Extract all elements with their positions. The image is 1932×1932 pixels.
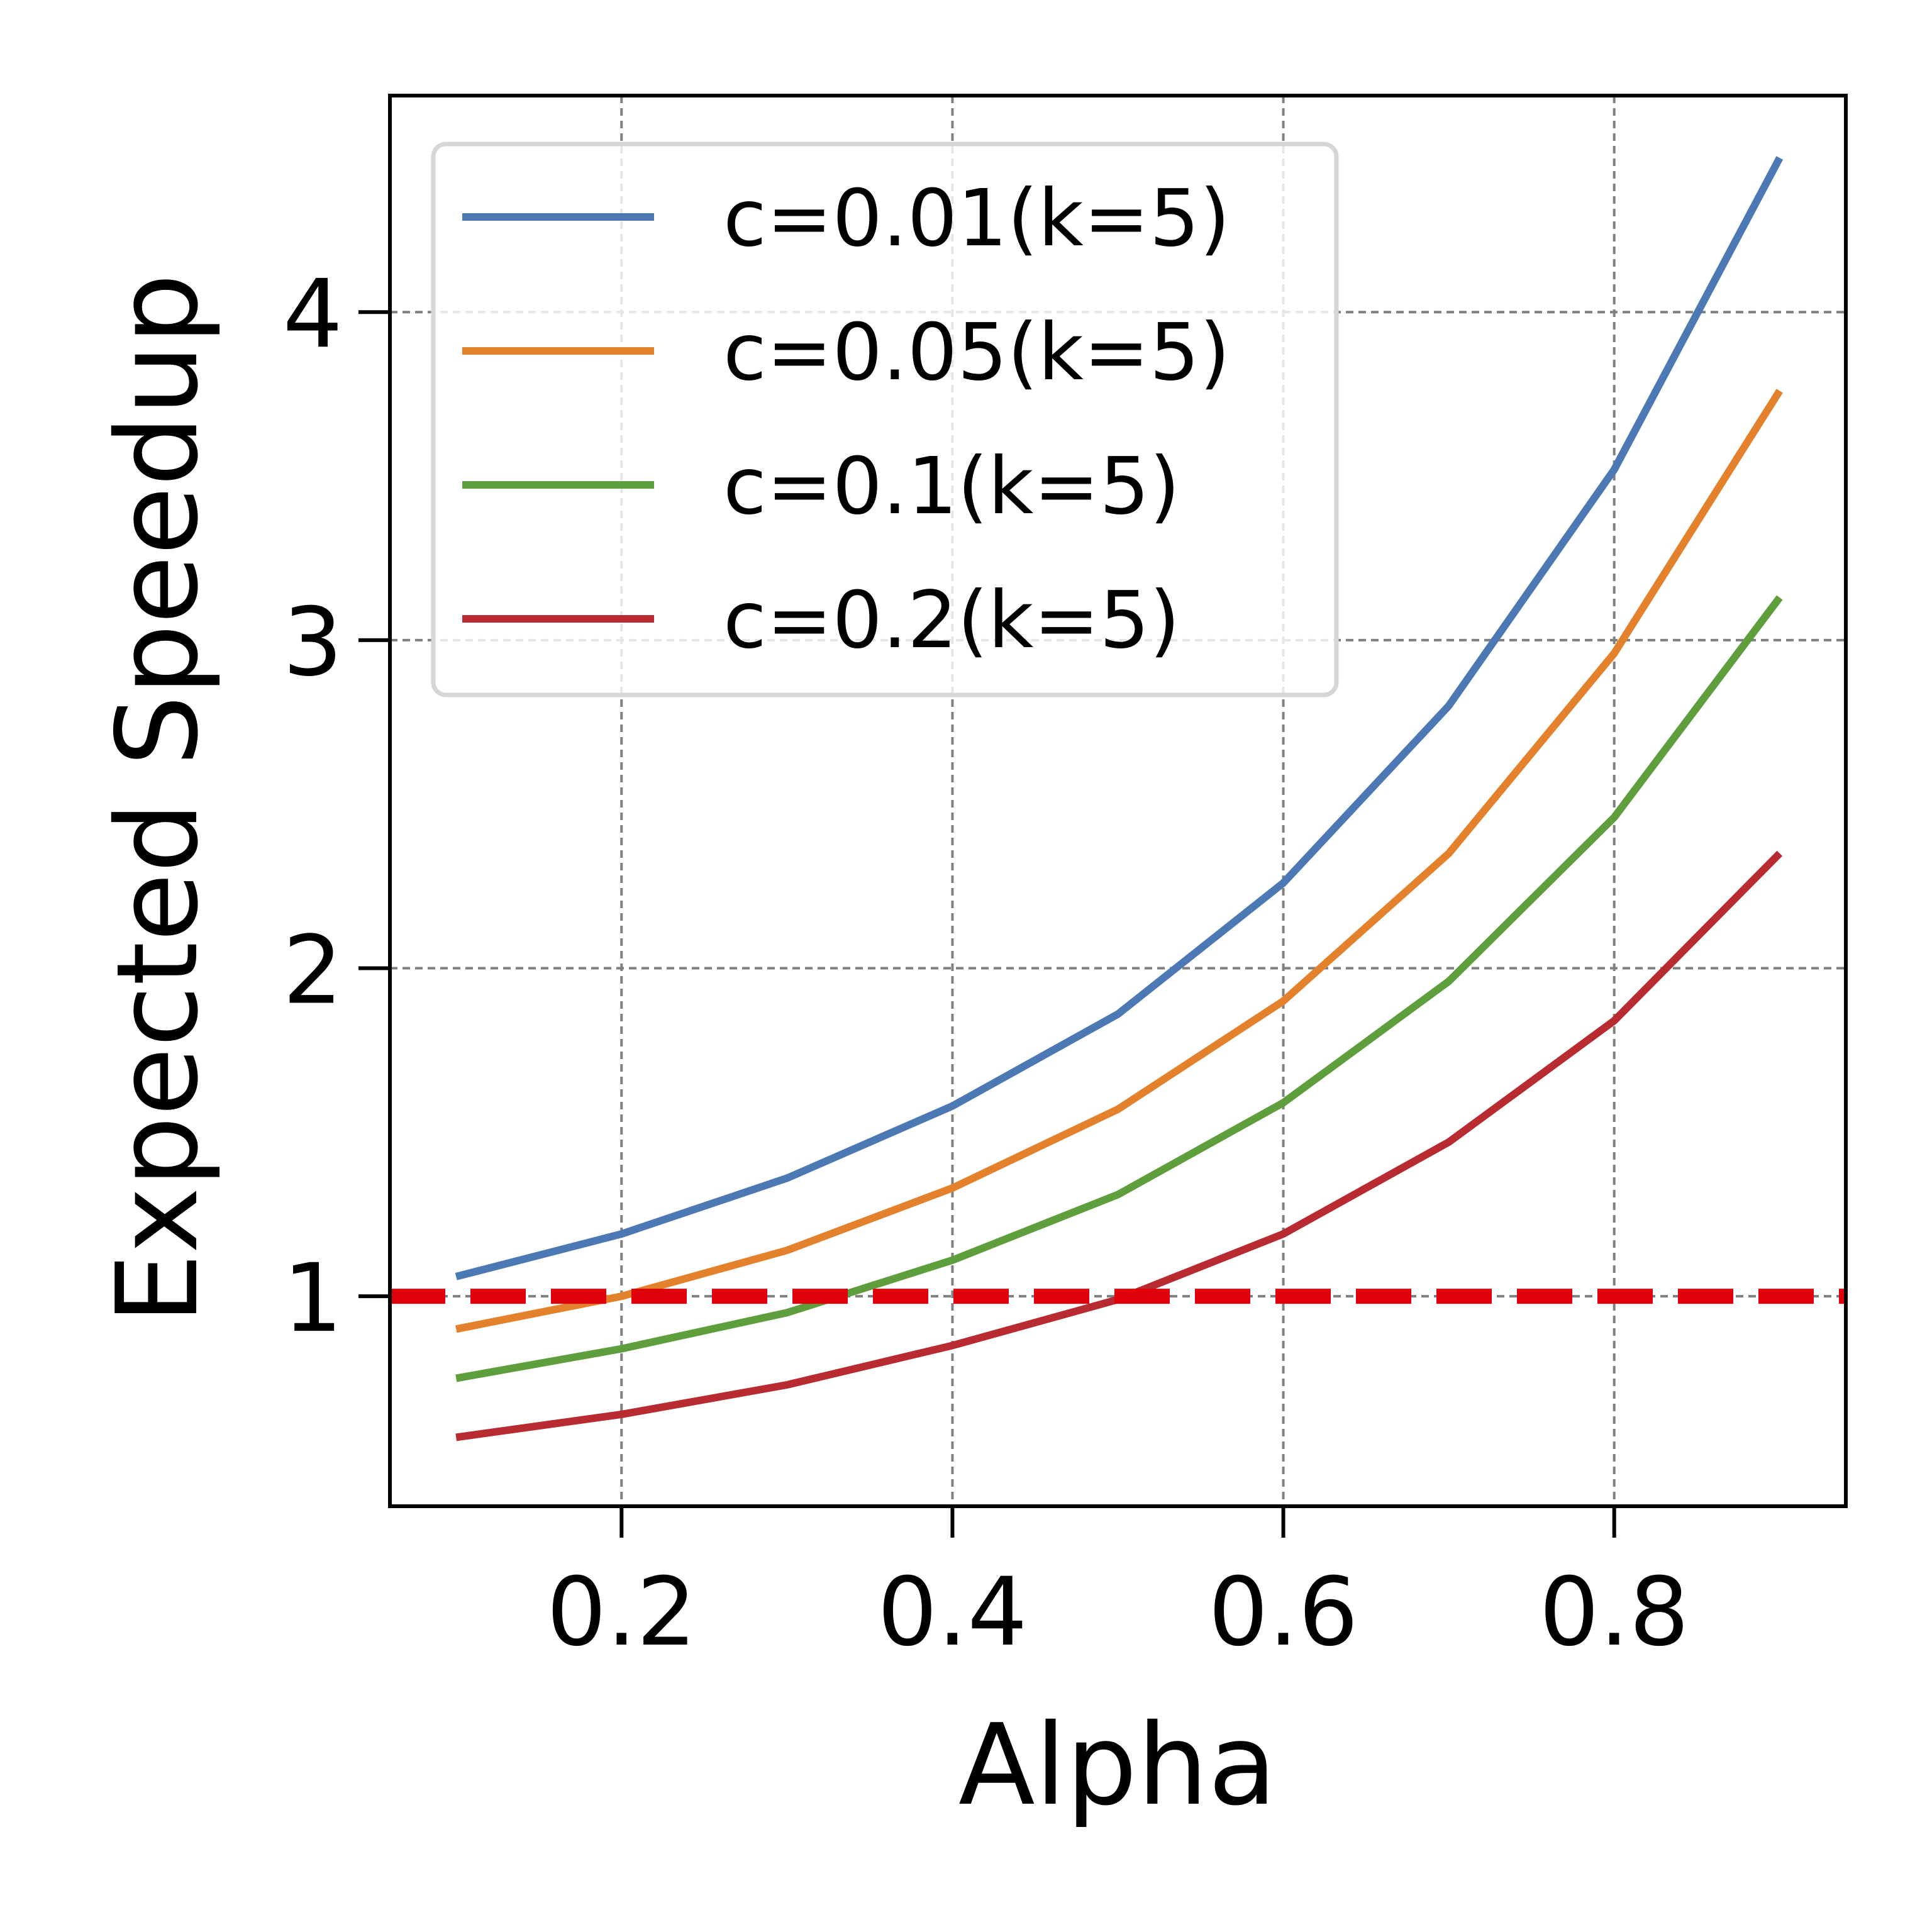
legend-label: c=0.1(k=5) — [723, 441, 1180, 532]
x-tick-label: 0.4 — [877, 1558, 1028, 1667]
y-axis-title: Expected Speedup — [92, 274, 223, 1324]
axis-ticks: 0.2 0.4 0.6 0.8 1 2 3 4 — [283, 260, 1689, 1667]
x-tick-label: 0.6 — [1208, 1558, 1358, 1667]
legend-label: c=0.2(k=5) — [723, 575, 1180, 666]
series-line-3 — [455, 595, 1783, 1382]
legend-frame — [431, 142, 1339, 697]
y-tick-label: 1 — [283, 1244, 343, 1353]
x-tick-label: 0.2 — [547, 1558, 697, 1667]
y-tick-label: 4 — [283, 260, 343, 369]
series-line-1 — [455, 156, 1784, 1280]
y-tick-label: 2 — [283, 916, 343, 1026]
series-line-2 — [455, 389, 1783, 1333]
x-axis-title: Alpha — [958, 1700, 1277, 1830]
plot-frame — [388, 94, 1848, 1508]
legend-label: c=0.01(k=5) — [723, 173, 1230, 264]
legend: c=0.01(k=5) c=0.05(k=5) c=0.1(k=5) c=0.2(k=… — [431, 142, 1339, 697]
x-tick-label: 0.8 — [1539, 1558, 1689, 1667]
legend-label: c=0.05(k=5) — [723, 307, 1230, 398]
y-tick-label: 3 — [283, 588, 343, 697]
